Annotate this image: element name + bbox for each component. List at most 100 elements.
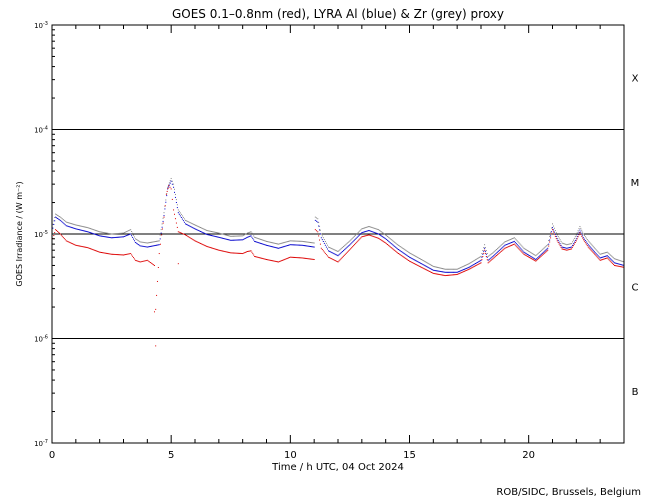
point-lyra_al: [440, 271, 442, 273]
point-lyra_al: [359, 234, 361, 236]
point-lyra_zr: [320, 233, 322, 235]
point-goes: [299, 257, 301, 259]
point-lyra_al: [542, 252, 544, 254]
point-lyra_al: [334, 253, 336, 255]
point-lyra_zr: [497, 247, 499, 249]
point-lyra_zr: [458, 267, 460, 269]
point-lyra_al: [401, 251, 403, 253]
point-lyra_al: [256, 241, 258, 243]
point-goes: [336, 260, 338, 262]
point-goes: [411, 262, 413, 264]
point-lyra_al: [52, 227, 54, 229]
point-goes: [79, 245, 80, 247]
point-lyra_al: [122, 236, 124, 238]
point-goes: [61, 235, 63, 237]
point-lyra_zr: [557, 236, 559, 238]
point-lyra_zr: [127, 230, 129, 232]
y-tick-label-1: 10-4: [34, 126, 48, 135]
point-lyra_al: [604, 256, 606, 258]
point-lyra_al: [123, 236, 124, 238]
point-goes: [521, 251, 523, 253]
credit-text: ROB/SIDC, Brussels, Belgium: [496, 487, 641, 498]
point-goes: [72, 243, 74, 245]
point-goes: [361, 236, 363, 238]
point-lyra_zr: [99, 231, 101, 233]
point-lyra_al: [533, 257, 535, 259]
point-goes: [297, 257, 299, 259]
point-goes: [594, 254, 596, 256]
point-lyra_zr: [239, 235, 241, 237]
point-lyra_zr: [188, 221, 190, 223]
point-goes: [343, 255, 344, 257]
point-goes: [185, 235, 187, 237]
point-lyra_al: [98, 235, 100, 237]
point-goes: [595, 255, 597, 257]
point-goes: [92, 249, 94, 251]
point-lyra_zr: [74, 224, 76, 226]
point-goes: [540, 255, 542, 257]
point-goes: [127, 253, 129, 255]
point-lyra_al: [178, 213, 180, 215]
point-lyra_zr: [551, 227, 553, 229]
point-lyra_al: [192, 227, 194, 229]
point-goes: [608, 259, 610, 261]
point-goes: [234, 252, 236, 254]
point-lyra_al: [229, 239, 231, 241]
point-lyra_al: [486, 256, 488, 258]
point-lyra_al: [299, 244, 301, 246]
point-lyra_zr: [93, 229, 95, 231]
point-goes: [75, 244, 77, 246]
point-goes: [164, 205, 166, 207]
point-lyra_zr: [385, 234, 387, 236]
point-goes: [260, 257, 262, 259]
point-lyra_al: [74, 228, 76, 230]
point-lyra_al: [84, 230, 86, 232]
point-lyra_al: [612, 260, 614, 262]
point-lyra_al: [191, 226, 193, 228]
point-goes: [224, 251, 226, 253]
point-lyra_al: [304, 245, 306, 247]
point-goes: [483, 252, 485, 254]
point-lyra_zr: [347, 241, 349, 243]
point-goes: [94, 249, 96, 251]
point-lyra_zr: [190, 222, 192, 224]
point-lyra_al: [571, 246, 573, 248]
point-lyra_zr: [164, 205, 166, 207]
point-goes: [110, 253, 112, 255]
point-lyra_al: [415, 260, 417, 262]
point-goes: [325, 254, 327, 256]
point-lyra_zr: [233, 235, 234, 237]
point-lyra_zr: [98, 230, 100, 232]
point-goes: [414, 263, 416, 265]
series-goes-outliers: [153, 263, 179, 347]
point-goes: [467, 269, 469, 271]
point-lyra_zr: [314, 216, 316, 218]
point-lyra_al: [110, 237, 112, 239]
point-lyra_zr: [491, 253, 493, 255]
point-lyra_al: [572, 244, 574, 246]
point-lyra_zr: [61, 218, 63, 220]
point-goes: [291, 256, 293, 258]
point-lyra_zr: [176, 204, 178, 206]
point-goes: [369, 234, 371, 236]
point-lyra_zr: [395, 242, 397, 244]
point-lyra_al: [620, 264, 622, 266]
point-lyra_zr: [408, 251, 410, 253]
point-lyra_al: [57, 218, 59, 220]
point-lyra_zr: [526, 249, 528, 251]
point-goes: [171, 198, 173, 200]
point-lyra_zr: [595, 249, 597, 251]
point-lyra_al: [116, 236, 118, 238]
point-goes: [609, 260, 611, 262]
point-lyra_al: [199, 230, 201, 232]
point-goes: [612, 263, 614, 265]
point-lyra_zr: [260, 238, 262, 240]
point-lyra_zr: [160, 229, 162, 231]
point-lyra_al: [244, 238, 246, 240]
point-lyra_zr: [508, 239, 510, 241]
point-lyra_al: [495, 253, 497, 255]
point-lyra_zr: [361, 228, 363, 230]
point-lyra_zr: [487, 255, 489, 257]
point-goes: [577, 236, 579, 238]
point-lyra_zr: [133, 234, 135, 236]
